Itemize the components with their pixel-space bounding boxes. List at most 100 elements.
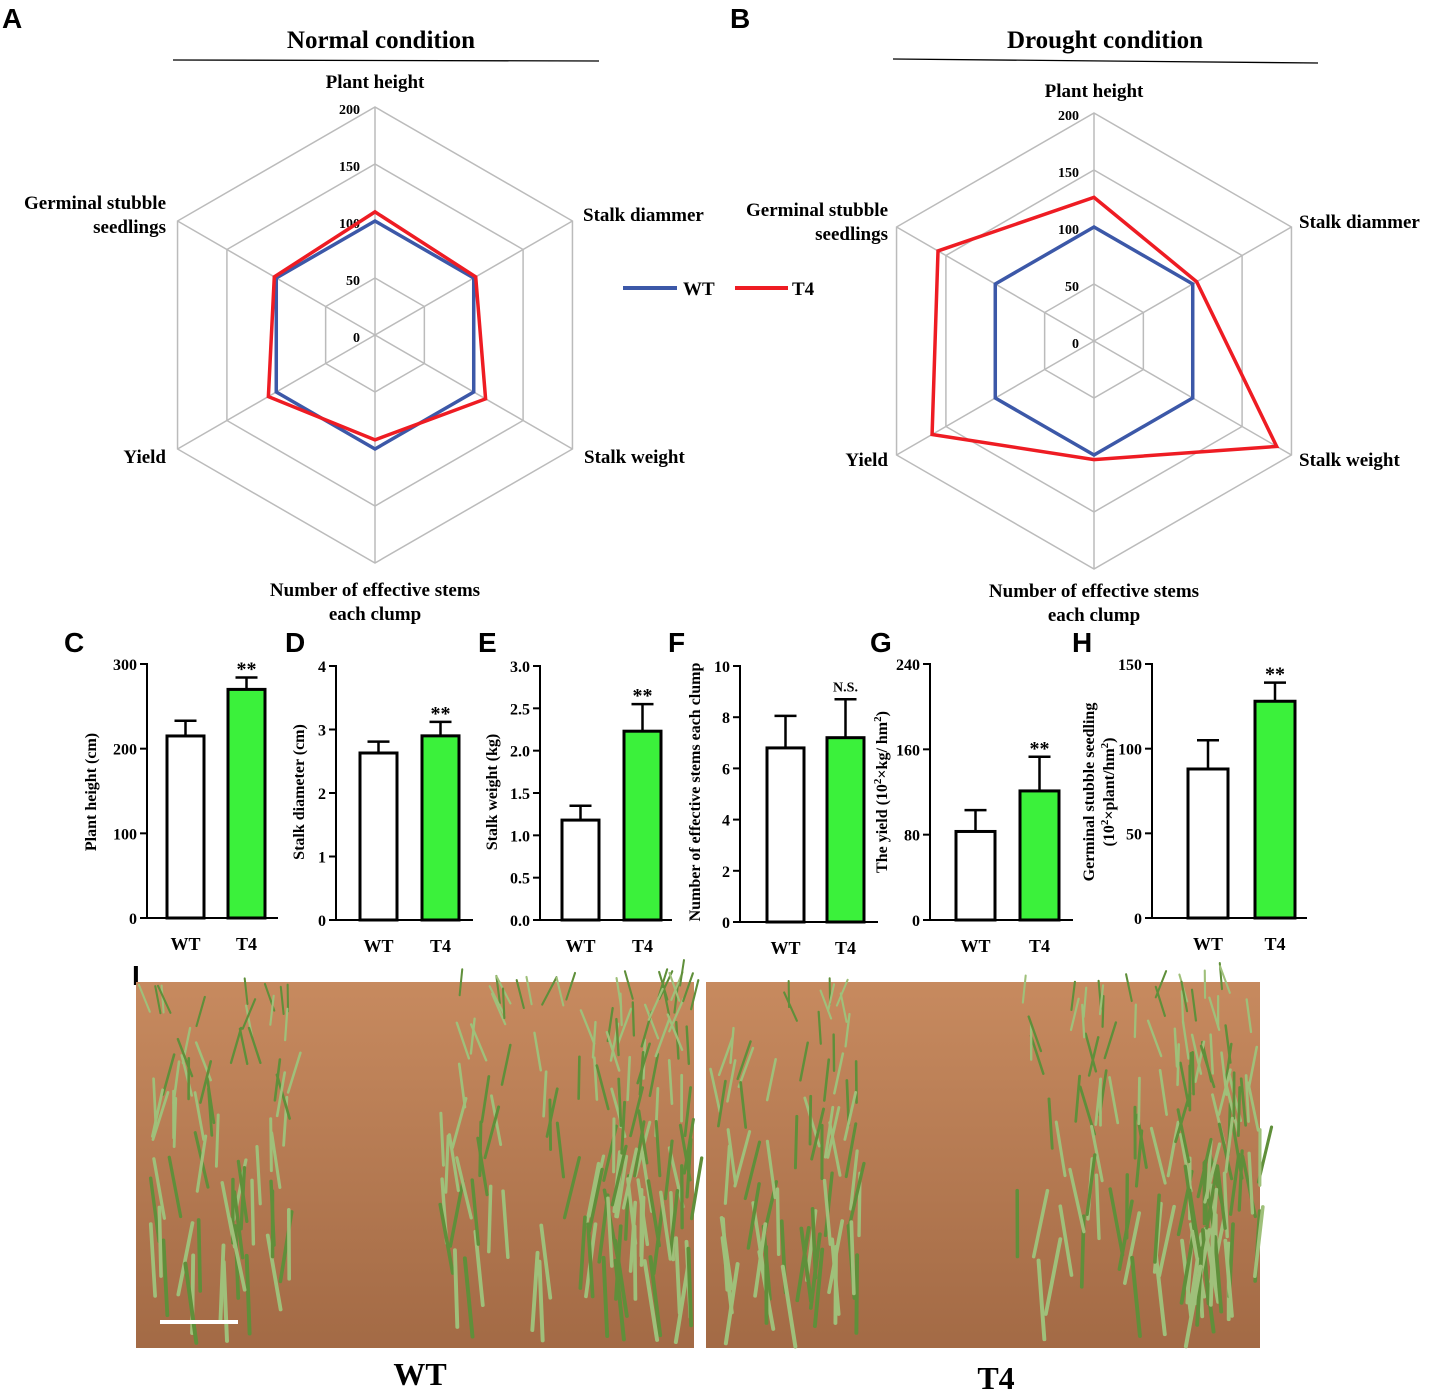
y-axis-label-part: ×kg/ hm	[874, 721, 891, 778]
plant-leaf	[269, 994, 275, 1026]
plant-leaf	[601, 1255, 610, 1339]
plant-leaf	[1179, 1061, 1191, 1108]
plant-leaf	[1224, 1024, 1232, 1064]
y-axis-label-part: The yield (10	[874, 784, 891, 873]
bar-T4	[226, 687, 267, 920]
plant-leaf	[723, 1262, 740, 1346]
plant-leaf	[1247, 1045, 1259, 1090]
plant-leaf	[452, 1248, 460, 1329]
significance-label: **	[431, 703, 451, 725]
y-tick-label: 240	[896, 657, 920, 674]
y-tick-label: 4	[722, 813, 730, 830]
bar-WT	[954, 829, 997, 922]
bar-T4	[420, 734, 461, 922]
plant-leaf	[685, 1025, 691, 1066]
y-axis-label-part: 2	[872, 716, 884, 722]
radar-tick-label: 0	[353, 331, 360, 346]
y-axis-label: Stalk weight (kg)	[484, 734, 501, 850]
plant-leaf	[775, 1187, 781, 1257]
plant-leaf	[1183, 1264, 1203, 1349]
plant-leaf	[637, 1109, 649, 1165]
y-tick-label: 200	[113, 742, 137, 759]
plant-leaf	[232, 1158, 248, 1222]
plant-leaf	[610, 1144, 628, 1207]
y-tick-label: 0	[129, 911, 137, 928]
plant-leaf	[843, 1091, 858, 1141]
plant-leaf	[239, 1165, 247, 1231]
plant-leaf	[530, 1250, 540, 1333]
plant-leaf	[621, 1147, 638, 1210]
plant-leaf	[196, 1218, 203, 1293]
plant-leaf	[617, 1007, 633, 1045]
plant-leaf	[753, 1222, 768, 1298]
plant-leaf	[848, 1161, 866, 1226]
plant-leaf	[278, 1210, 294, 1284]
plant-leaf	[726, 1059, 737, 1103]
plant-leaf	[172, 1097, 178, 1149]
bar-WT	[358, 751, 399, 922]
plant-leaf	[654, 1018, 671, 1058]
bar-T4	[825, 736, 866, 924]
plant-leaf	[849, 1220, 856, 1296]
plant-leaf	[250, 1178, 256, 1246]
y-axis-label-part: ×plant/hm	[1101, 748, 1118, 820]
plant-leaf	[1240, 1154, 1257, 1219]
plant-leaf	[542, 1070, 548, 1118]
plant-leaf	[1154, 970, 1168, 999]
radar-series-WT	[993, 224, 1195, 458]
plant-leaf	[1220, 1051, 1228, 1096]
plant-leaf	[661, 983, 671, 1016]
plant-leaf	[501, 987, 506, 1020]
y-tick-label: 300	[113, 657, 137, 674]
plant-leaf	[578, 1215, 587, 1290]
plant-leaf	[793, 1114, 799, 1170]
plant-leaf	[1224, 1116, 1234, 1174]
plant-leaf	[633, 1120, 646, 1178]
y-tick-label: 1.5	[510, 786, 530, 803]
soil	[706, 982, 1260, 1348]
significance-label: N.S.	[833, 680, 858, 695]
plant-leaf	[515, 979, 525, 1010]
radar-axis-label: each clump	[1048, 605, 1140, 626]
plant-leaf	[1190, 1033, 1203, 1075]
radar-axis-label: Plant height	[326, 72, 425, 93]
radar-chart-normal: Normal condition 0 50 100 150 200 Plant height…	[24, 27, 704, 625]
plant-leaf	[808, 1094, 813, 1146]
plant-leaf	[1149, 1126, 1167, 1185]
radar-axis-label: seedlings	[815, 224, 888, 245]
plant-leaf	[617, 1077, 623, 1127]
plant-leaf	[667, 1059, 674, 1105]
plant-leaf	[615, 1017, 620, 1057]
radar-tick-label: 200	[1058, 109, 1079, 124]
plant-leaf	[591, 1020, 597, 1059]
plant-leaf	[469, 1023, 488, 1062]
plant-leaf	[1103, 1021, 1118, 1060]
plant-leaf	[565, 971, 577, 1001]
plant-leaf	[195, 1134, 208, 1193]
plant-leaf	[1217, 1122, 1234, 1181]
plant-leaf	[733, 1130, 752, 1188]
plant-leaf	[1190, 988, 1198, 1022]
plant-leaf	[717, 1079, 727, 1128]
y-tick-label: 3.0	[510, 659, 530, 676]
plant-leaf	[629, 1086, 644, 1138]
significance-label: **	[1265, 664, 1285, 686]
title-rule	[892, 58, 1319, 64]
radar-title: Normal condition	[287, 27, 475, 54]
plant-leaf	[780, 1264, 798, 1349]
plant-leaf	[1158, 1069, 1168, 1116]
plant-leaf	[490, 992, 507, 1026]
bar-chart-H: 0 50 100 150 WT T4 ** Germinal stubble seedling…	[1081, 657, 1307, 954]
plant-leaf	[663, 1139, 674, 1201]
y-tick-label: 0	[318, 913, 326, 930]
plant-leaf	[823, 1058, 831, 1102]
plant-leaf	[270, 1131, 282, 1190]
plant-leaf	[614, 1224, 623, 1301]
plant-leaf	[819, 989, 833, 1020]
plant-leaf	[1173, 1027, 1179, 1068]
plant-leaf	[444, 1134, 450, 1194]
plant-leaf	[1043, 1237, 1063, 1316]
x-tick-label: WT	[363, 936, 393, 956]
radar-axis-label: Yield	[845, 450, 888, 471]
